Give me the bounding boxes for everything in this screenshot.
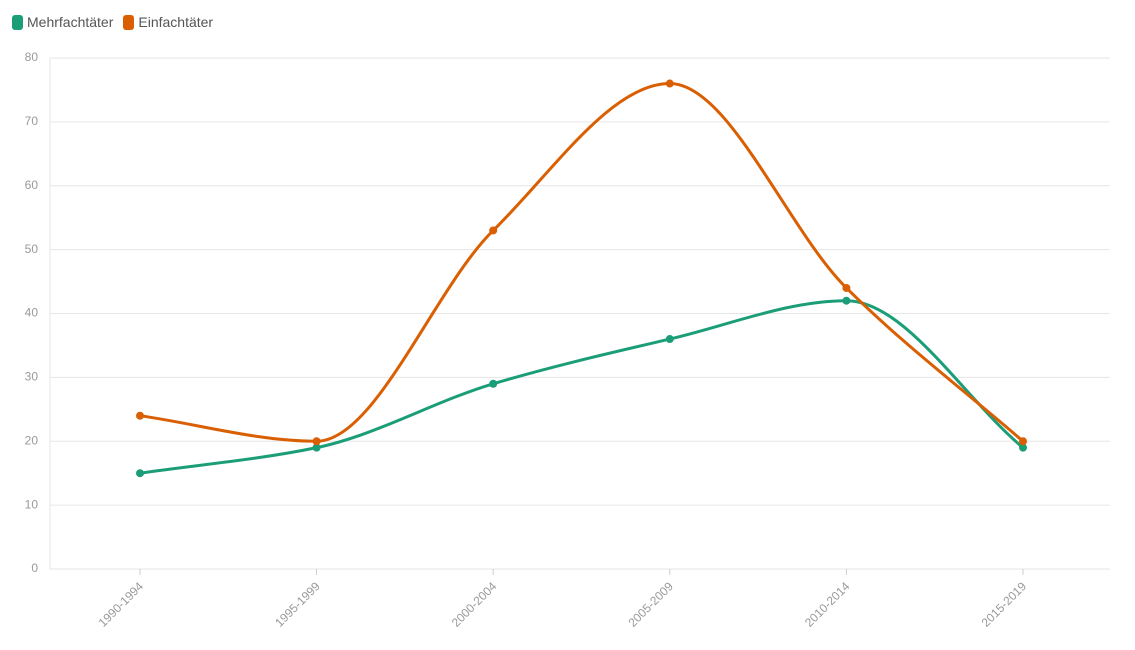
legend-label-einfachtaeter: Einfachtäter [138,14,214,30]
y-tick-label-70: 70 [25,114,39,128]
y-tick-label-10: 10 [25,497,39,511]
data-point-0-1 [312,443,321,452]
data-point-0-5 [1019,443,1027,452]
legend-swatch-mehrfachtaeter [12,14,23,30]
legend-item-mehrfachtaeter[interactable]: Mehrfachtäter [12,14,113,30]
data-point-1-0 [136,411,144,420]
y-tick-label-30: 30 [25,370,39,384]
x-tick-label-3: 2005-2009 [625,579,676,630]
y-tick-label-50: 50 [25,242,39,256]
data-point-1-2 [489,226,498,235]
y-tick-label-20: 20 [25,433,39,447]
x-tick-label-0: 1990-1994 [96,579,147,630]
x-tick-label-4: 2010-2014 [802,579,853,630]
data-point-0-3 [665,335,674,344]
data-point-0-4 [842,296,851,305]
data-point-1-4 [842,283,851,292]
legend-swatch-einfachtaeter [123,14,135,30]
data-point-1-3 [665,79,674,88]
y-tick-label-60: 60 [25,178,39,192]
y-tick-label-40: 40 [25,306,39,320]
data-point-0-0 [136,469,144,478]
y-tick-label-80: 80 [25,50,39,64]
data-point-0-2 [489,379,498,388]
legend-label-mehrfachtaeter: Mehrfachtäter [27,14,114,30]
x-tick-label-5: 2015-2019 [979,579,1030,630]
chart-legend: Mehrfachtäter Einfachtäter [12,14,213,30]
legend-item-einfachtaeter[interactable]: Einfachtäter [123,14,213,30]
series-line-0 [139,299,1024,475]
x-tick-label-2: 2000-2004 [449,579,500,630]
x-tick-label-1: 1995-1999 [272,579,323,630]
y-tick-label-0: 0 [31,561,38,575]
data-point-1-1 [312,437,321,446]
series-line-1 [139,82,1024,443]
data-point-1-5 [1019,437,1027,446]
